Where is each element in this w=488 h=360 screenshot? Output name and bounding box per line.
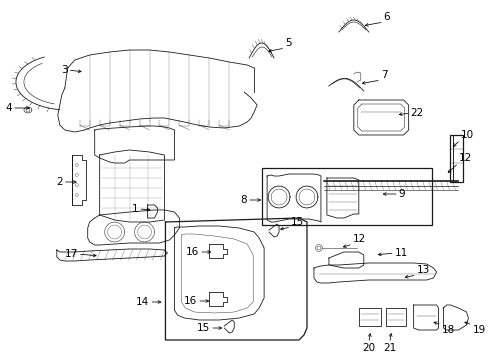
Text: 22: 22	[410, 108, 423, 118]
Text: 17: 17	[64, 249, 78, 259]
Text: 14: 14	[136, 297, 149, 307]
Bar	[262, 168, 431, 225]
Text: 7: 7	[380, 70, 386, 80]
Text: 15: 15	[197, 323, 210, 333]
Text: 6: 6	[383, 12, 389, 22]
Text: 9: 9	[398, 189, 405, 199]
Text: 15: 15	[290, 217, 304, 227]
Text: 16: 16	[186, 247, 199, 257]
Bar	[385, 308, 405, 326]
Text: 19: 19	[471, 325, 485, 335]
Text: 10: 10	[460, 130, 472, 140]
Text: 2: 2	[56, 177, 62, 187]
Text: 16: 16	[183, 296, 197, 306]
Text: 21: 21	[382, 343, 395, 353]
Text: 8: 8	[240, 195, 246, 205]
Text: 11: 11	[394, 248, 407, 258]
Bar	[358, 308, 380, 326]
Text: 5: 5	[285, 38, 291, 48]
Text: 20: 20	[362, 343, 375, 353]
Text: 18: 18	[441, 325, 454, 335]
Text: 3: 3	[61, 65, 68, 75]
Bar	[448, 135, 463, 182]
Text: 4: 4	[5, 103, 12, 113]
Text: 13: 13	[416, 265, 429, 275]
Text: 12: 12	[458, 153, 471, 163]
Text: 12: 12	[352, 234, 366, 244]
Text: 1: 1	[132, 204, 138, 214]
